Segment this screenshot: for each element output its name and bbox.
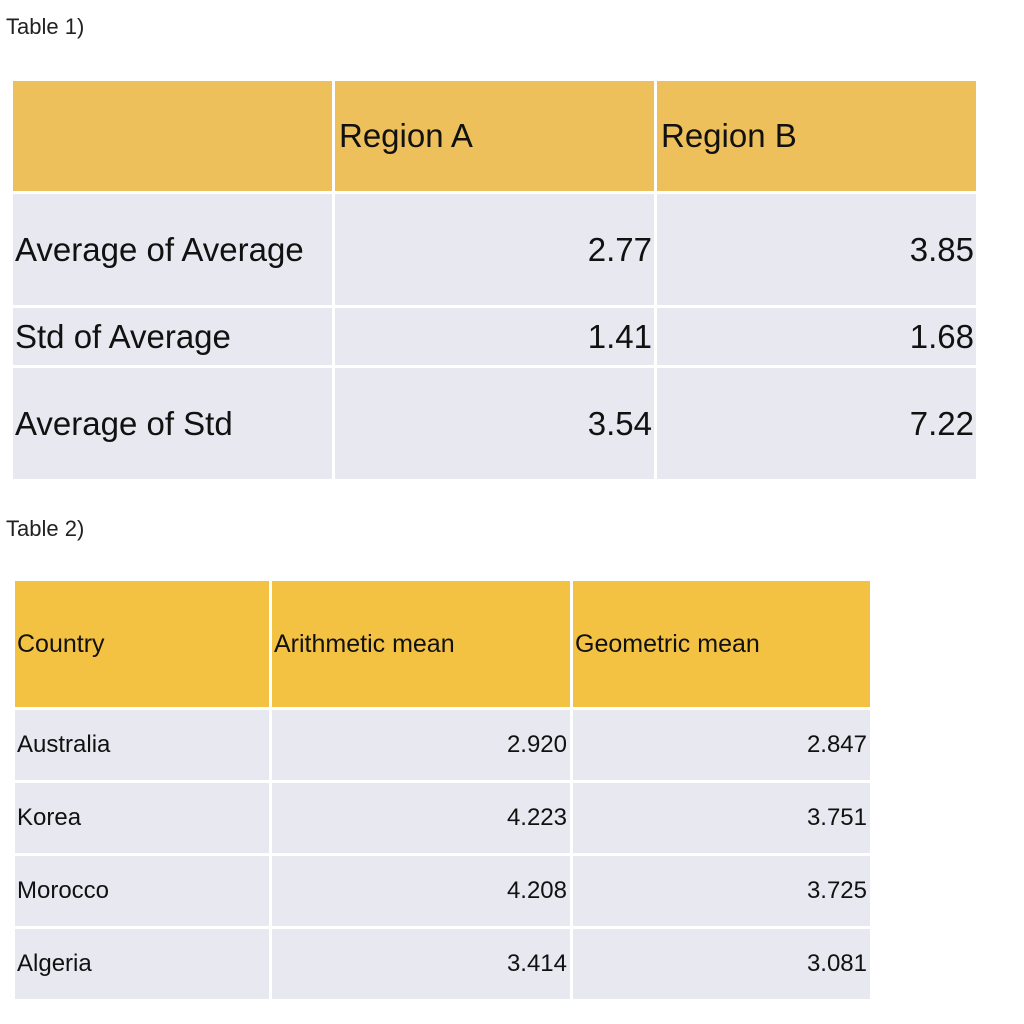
header-cell-geometric-mean: Geometric mean [570, 578, 873, 710]
geometric-mean-value: 3.725 [570, 853, 873, 929]
summary-table: Region A Region B Average of Average 2.7… [10, 78, 979, 482]
geometric-mean-value: 2.847 [570, 707, 873, 783]
arithmetic-mean-value: 2.920 [269, 707, 573, 783]
table-header-row: Region A Region B [10, 78, 979, 194]
arithmetic-mean-value: 4.208 [269, 853, 573, 929]
header-cell-arithmetic-mean: Arithmetic mean [269, 578, 573, 710]
table-header-row: Country Arithmetic mean Geometric mean [12, 578, 873, 710]
region-b-value: 1.68 [654, 305, 979, 368]
row-label: Std of Average [10, 305, 335, 368]
arithmetic-mean-value: 3.414 [269, 926, 573, 1002]
region-a-value: 2.77 [332, 191, 657, 308]
table-row: Average of Std 3.54 7.22 [10, 365, 979, 482]
table2-caption: Table 2) [6, 516, 85, 541]
country-name: Algeria [12, 926, 272, 1002]
country-means-table: Country Arithmetic mean Geometric mean A… [12, 578, 873, 1002]
header-cell-country: Country [12, 578, 272, 710]
geometric-mean-value: 3.751 [570, 780, 873, 856]
row-label: Average of Std [10, 365, 335, 482]
country-name: Australia [12, 707, 272, 783]
header-cell-region-b: Region B [654, 78, 979, 194]
geometric-mean-value: 3.081 [570, 926, 873, 1002]
country-name: Korea [12, 780, 272, 856]
table-row: Std of Average 1.41 1.68 [10, 305, 979, 368]
table-row: Korea 4.223 3.751 [12, 780, 873, 856]
table-row: Morocco 4.208 3.725 [12, 853, 873, 929]
arithmetic-mean-value: 4.223 [269, 780, 573, 856]
table1-caption: Table 1) [6, 14, 85, 39]
region-b-value: 7.22 [654, 365, 979, 482]
region-a-value: 1.41 [332, 305, 657, 368]
table-row: Algeria 3.414 3.081 [12, 926, 873, 1002]
region-b-value: 3.85 [654, 191, 979, 308]
row-label: Average of Average [10, 191, 335, 308]
country-name: Morocco [12, 853, 272, 929]
table-row: Average of Average 2.77 3.85 [10, 191, 979, 308]
header-cell-region-a: Region A [332, 78, 657, 194]
table-row: Australia 2.920 2.847 [12, 707, 873, 783]
header-cell-empty [10, 78, 335, 194]
region-a-value: 3.54 [332, 365, 657, 482]
